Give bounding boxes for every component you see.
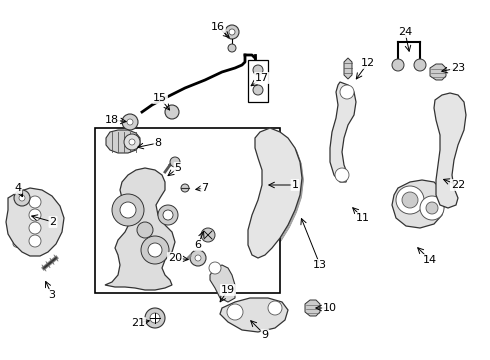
Circle shape bbox=[137, 222, 153, 238]
Circle shape bbox=[402, 192, 418, 208]
Circle shape bbox=[268, 301, 282, 315]
Polygon shape bbox=[105, 168, 175, 290]
Circle shape bbox=[112, 194, 144, 226]
Circle shape bbox=[335, 168, 349, 182]
Circle shape bbox=[163, 210, 173, 220]
Circle shape bbox=[122, 114, 138, 130]
Circle shape bbox=[170, 157, 180, 167]
Circle shape bbox=[414, 59, 426, 71]
Text: 20: 20 bbox=[168, 253, 182, 263]
Text: 8: 8 bbox=[154, 138, 162, 148]
Text: 10: 10 bbox=[323, 303, 337, 313]
Circle shape bbox=[340, 85, 354, 99]
Circle shape bbox=[29, 222, 41, 234]
Text: 17: 17 bbox=[255, 73, 269, 83]
Circle shape bbox=[29, 196, 41, 208]
Text: 6: 6 bbox=[195, 240, 201, 250]
Text: 3: 3 bbox=[49, 290, 55, 300]
Text: 11: 11 bbox=[356, 213, 370, 223]
Circle shape bbox=[129, 139, 135, 145]
Circle shape bbox=[228, 44, 236, 52]
Polygon shape bbox=[220, 298, 288, 332]
Circle shape bbox=[225, 25, 239, 39]
Text: 24: 24 bbox=[398, 27, 412, 37]
Text: 19: 19 bbox=[221, 285, 235, 295]
Polygon shape bbox=[392, 180, 445, 228]
Circle shape bbox=[201, 228, 215, 242]
Ellipse shape bbox=[13, 215, 23, 221]
Polygon shape bbox=[430, 64, 446, 80]
Text: 14: 14 bbox=[423, 255, 437, 265]
Text: 12: 12 bbox=[361, 58, 375, 68]
Circle shape bbox=[124, 134, 140, 150]
Text: 16: 16 bbox=[211, 22, 225, 32]
Polygon shape bbox=[6, 188, 64, 256]
Circle shape bbox=[150, 313, 160, 323]
Circle shape bbox=[253, 65, 263, 75]
Circle shape bbox=[195, 255, 201, 261]
Text: 9: 9 bbox=[262, 330, 269, 340]
Text: 22: 22 bbox=[451, 180, 465, 190]
Circle shape bbox=[209, 262, 221, 274]
Circle shape bbox=[29, 235, 41, 247]
Polygon shape bbox=[210, 265, 235, 302]
Ellipse shape bbox=[13, 240, 23, 248]
Polygon shape bbox=[330, 82, 356, 182]
Circle shape bbox=[165, 105, 179, 119]
Bar bbox=[95, 128, 280, 293]
Circle shape bbox=[141, 236, 169, 264]
Text: 5: 5 bbox=[174, 163, 181, 173]
Polygon shape bbox=[305, 300, 320, 316]
Circle shape bbox=[420, 196, 444, 220]
Circle shape bbox=[253, 85, 263, 95]
Text: 15: 15 bbox=[153, 93, 167, 103]
Text: 2: 2 bbox=[49, 217, 56, 227]
Circle shape bbox=[120, 202, 136, 218]
Circle shape bbox=[426, 202, 438, 214]
Circle shape bbox=[229, 29, 235, 35]
Text: 23: 23 bbox=[451, 63, 465, 73]
Bar bbox=[248, 60, 268, 102]
Polygon shape bbox=[248, 128, 302, 258]
Text: 21: 21 bbox=[131, 318, 145, 328]
Text: 1: 1 bbox=[292, 180, 298, 190]
Text: 18: 18 bbox=[105, 115, 119, 125]
Text: 7: 7 bbox=[201, 183, 209, 193]
Ellipse shape bbox=[13, 202, 23, 208]
Circle shape bbox=[29, 209, 41, 221]
Circle shape bbox=[145, 308, 165, 328]
Text: 4: 4 bbox=[14, 183, 22, 193]
Circle shape bbox=[181, 184, 189, 192]
Circle shape bbox=[158, 205, 178, 225]
Circle shape bbox=[19, 195, 25, 201]
Circle shape bbox=[14, 190, 30, 206]
Text: 13: 13 bbox=[313, 260, 327, 270]
Circle shape bbox=[227, 304, 243, 320]
Circle shape bbox=[148, 243, 162, 257]
Circle shape bbox=[392, 59, 404, 71]
Circle shape bbox=[190, 250, 206, 266]
Circle shape bbox=[396, 186, 424, 214]
Circle shape bbox=[127, 119, 133, 125]
Ellipse shape bbox=[13, 228, 23, 234]
Polygon shape bbox=[106, 130, 140, 153]
Polygon shape bbox=[344, 58, 352, 79]
Polygon shape bbox=[434, 93, 466, 208]
